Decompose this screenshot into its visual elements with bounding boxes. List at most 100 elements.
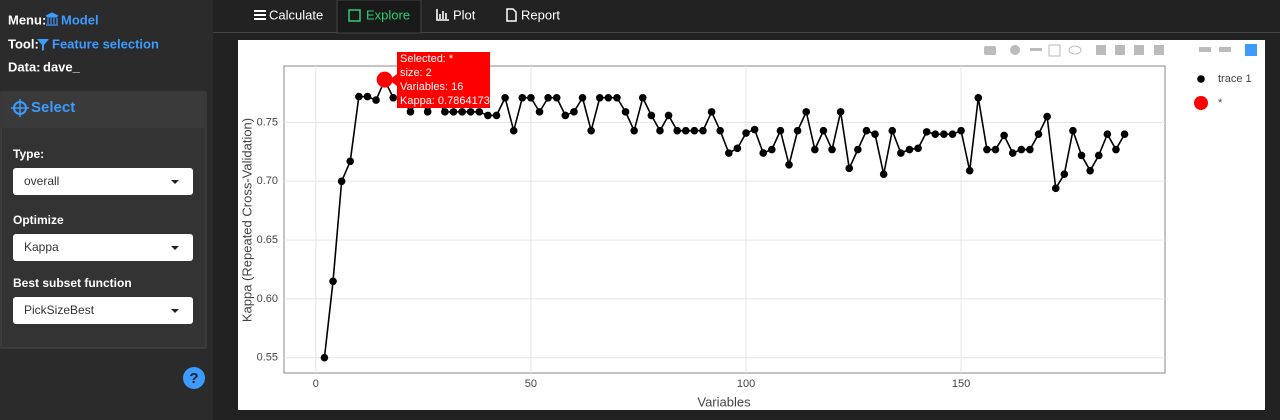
point (974, 93, 983, 102)
select-box[interactable] (13, 168, 193, 195)
plot-icon (436, 9, 449, 21)
y-tick-label: 0.75 (257, 116, 278, 128)
point (664, 111, 673, 120)
data-value: dave_ (43, 59, 81, 74)
point (466, 108, 475, 116)
point (1026, 145, 1034, 154)
point (948, 130, 957, 139)
point (647, 111, 656, 120)
x-tick-label: 150 (952, 378, 970, 390)
point (681, 126, 690, 135)
series-line (323, 78, 1126, 358)
y-tick-label: 0.60 (257, 293, 278, 305)
point (475, 108, 484, 116)
point (716, 126, 724, 135)
point (329, 277, 337, 286)
data-label: Data: (8, 59, 41, 74)
point (879, 170, 888, 179)
select-value: PickSizeBest (24, 303, 95, 317)
caret (171, 246, 179, 250)
point (389, 93, 398, 102)
point (793, 126, 802, 135)
point (613, 93, 621, 102)
y-tick-label: 0.70 (257, 175, 278, 187)
point (1017, 145, 1026, 154)
point (1094, 151, 1103, 160)
crosshair-lines (11, 99, 29, 117)
point (518, 93, 527, 102)
point (604, 93, 613, 102)
point (363, 92, 372, 101)
point (828, 145, 836, 154)
point (836, 108, 845, 116)
point (673, 126, 681, 135)
point (423, 108, 432, 116)
point (527, 93, 535, 102)
point (1103, 130, 1112, 139)
point (656, 126, 664, 135)
help-button[interactable] (183, 367, 205, 389)
point (905, 145, 914, 154)
point (725, 149, 733, 157)
point (733, 144, 742, 153)
point (931, 130, 940, 139)
point (570, 108, 578, 116)
tab[interactable]: Calculate (269, 7, 323, 22)
point (811, 145, 819, 154)
point (897, 149, 905, 157)
tab[interactable]: Explore (366, 7, 410, 22)
y-tick-label: 0.55 (257, 352, 278, 364)
point (1112, 145, 1120, 154)
point (578, 93, 587, 102)
point (957, 126, 965, 135)
point (346, 157, 355, 166)
point (1000, 131, 1008, 140)
point (914, 144, 922, 153)
point (621, 108, 630, 116)
caret (171, 309, 179, 313)
field-label: Best subset function (13, 276, 132, 290)
tab[interactable]: Report (521, 7, 560, 22)
menu-value[interactable]: Model (61, 12, 99, 27)
select-value: Kappa (24, 240, 59, 254)
point (1120, 130, 1129, 139)
modebar (984, 44, 1257, 57)
point (595, 93, 604, 102)
explore-icon (348, 9, 361, 22)
x-axis-title: Variables (697, 394, 751, 409)
select-box[interactable] (13, 234, 193, 261)
point (406, 108, 415, 116)
tooltip-line: Variables: 16 (400, 81, 463, 93)
select-box[interactable] (13, 297, 193, 324)
menu-label: Menu: (8, 12, 46, 27)
point (509, 126, 518, 135)
point (372, 96, 380, 104)
point (819, 126, 828, 135)
point (759, 149, 768, 157)
point (320, 353, 329, 362)
point (544, 93, 552, 102)
point (922, 128, 931, 136)
active-tab[interactable] (336, 0, 422, 34)
point (871, 130, 879, 139)
point (1060, 170, 1069, 179)
point (458, 108, 466, 116)
tab[interactable]: Plot (453, 7, 476, 22)
tool-label: Tool: (8, 36, 39, 51)
point (888, 126, 897, 135)
point (699, 126, 707, 135)
tool-value[interactable]: Feature selection (52, 36, 159, 51)
tooltip-arrow (389, 74, 397, 86)
point (940, 130, 948, 139)
tooltip-line: Selected: * (400, 53, 454, 65)
calc-icon (254, 10, 266, 20)
point (638, 93, 647, 102)
legend-label: * (1218, 97, 1223, 109)
report-icon (506, 8, 517, 22)
caret (171, 180, 179, 184)
point (1069, 126, 1077, 135)
point (802, 108, 811, 116)
point (750, 125, 759, 134)
point (492, 111, 501, 120)
legend-label: trace 1 (1218, 73, 1252, 85)
